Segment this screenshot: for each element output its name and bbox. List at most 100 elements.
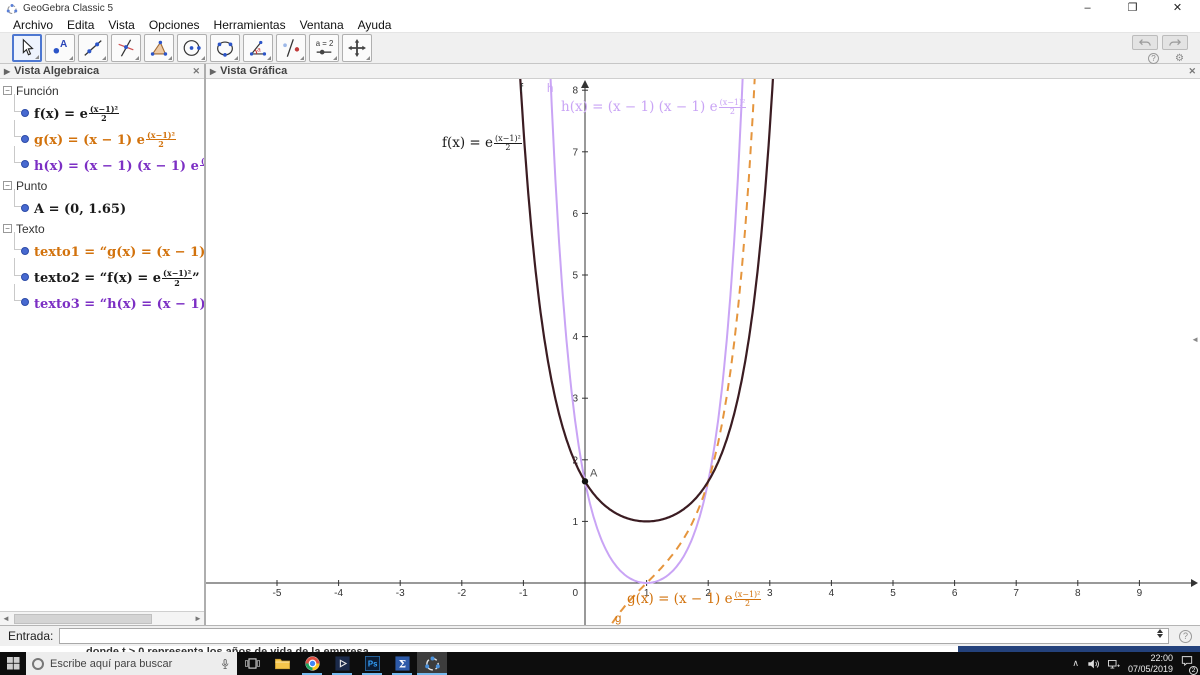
main-content: ▶ Vista Algebraica ✕ − Función f(x) = e (x−… [0, 64, 1200, 625]
microphone-icon[interactable] [219, 658, 231, 670]
graph-scroll-handle[interactable]: ◄ [1191, 335, 1199, 344]
tool-button-conic[interactable] [210, 34, 240, 62]
tool-button-move-view[interactable] [342, 34, 372, 62]
tool-dropdown-arrow[interactable] [168, 56, 172, 60]
algebra-item-f[interactable]: f(x) = e (x−1)² 2 [0, 94, 204, 126]
visibility-bullet[interactable] [21, 298, 29, 307]
visibility-bullet[interactable] [21, 160, 29, 169]
x-tick-label: 6 [952, 588, 958, 599]
scroll-thumb[interactable] [14, 613, 152, 624]
taskbar-search[interactable]: Escribe aquí para buscar [26, 652, 237, 675]
input-bar: Entrada: ? [0, 625, 1200, 646]
algebra-item-texto3[interactable]: texto3 = “h(x) = (x − 1) (x − 1 [0, 283, 204, 315]
tool-dropdown-arrow[interactable] [201, 56, 205, 60]
close-button[interactable]: ✕ [1172, 2, 1183, 14]
scroll-left-icon[interactable]: ◄ [2, 614, 10, 623]
y-axis-arrow [581, 80, 589, 88]
menu-item-ayuda[interactable]: Ayuda [357, 17, 392, 32]
tool-dropdown-arrow[interactable] [366, 56, 370, 60]
undo-button[interactable] [1132, 35, 1158, 50]
algebra-item-texto2[interactable]: texto2 = “f(x) = e (x−1)² 2” [0, 258, 204, 290]
visibility-bullet[interactable] [21, 203, 29, 212]
taskbar-app-movies-tv[interactable] [327, 652, 357, 675]
tool-dropdown-arrow[interactable] [234, 56, 238, 60]
tray-chevron-icon[interactable]: ∧ [1072, 658, 1079, 668]
minimize-button[interactable]: – [1084, 2, 1091, 14]
algebra-close-icon[interactable]: ✕ [192, 65, 200, 76]
tool-button-circle[interactable] [177, 34, 207, 62]
algebra-tree: − Función f(x) = e (x−1)² 2 g(x) = (x − 1) e(… [0, 79, 204, 611]
tool-button-line[interactable] [78, 34, 108, 62]
start-button[interactable] [0, 652, 26, 675]
tool-dropdown-arrow[interactable] [102, 56, 106, 60]
menu-item-ventana[interactable]: Ventana [299, 17, 344, 32]
tool-button-slider[interactable]: a = 2 [309, 34, 339, 62]
collapse-icon[interactable]: − [3, 181, 12, 191]
y-tick-label: 3 [572, 394, 578, 405]
tool-button-point[interactable]: A [45, 34, 75, 62]
algebra-item-A[interactable]: A = (0, 1.65) [0, 189, 204, 220]
tool-dropdown-arrow[interactable] [35, 55, 39, 59]
panel-arrow-icon[interactable]: ▶ [210, 66, 217, 76]
algebra-hscrollbar[interactable]: ◄ ► [0, 611, 204, 625]
network-icon[interactable] [1107, 657, 1121, 671]
panel-arrow-icon[interactable]: ▶ [4, 66, 11, 76]
x-tick-label: 7 [1013, 588, 1019, 599]
menu-item-archivo[interactable]: Archivo [13, 17, 54, 32]
visibility-bullet[interactable] [21, 108, 29, 117]
help-icon[interactable]: ? [1148, 53, 1160, 64]
redo-button[interactable] [1162, 35, 1188, 50]
collapse-icon[interactable]: − [3, 224, 12, 234]
perpendicular-icon [118, 39, 134, 57]
origin-label: 0 [572, 588, 578, 599]
fraction-denominator: 2 [158, 139, 164, 150]
menu-item-vista[interactable]: Vista [108, 17, 135, 32]
tool-button-perpendicular[interactable] [111, 34, 141, 62]
tool-button-polygon[interactable] [144, 34, 174, 62]
menu-item-herramientas[interactable]: Herramientas [213, 17, 286, 32]
algebra-view-panel: ▶ Vista Algebraica ✕ − Función f(x) = e (x−… [0, 64, 206, 625]
taskbar-app-chrome[interactable] [297, 652, 327, 675]
maximize-button[interactable]: ❐ [1127, 2, 1138, 14]
taskbar-app-task-view[interactable] [237, 652, 267, 675]
graphics-canvas[interactable]: -5 -4 -3 -2 -1 1 2 3 4 5 6 7 8 9 1 2 3 4 5 6 7 8 0 f h g A f(x) = … [206, 79, 1200, 625]
y-tick-label: 6 [572, 209, 578, 220]
tool-button-reflect[interactable] [276, 34, 306, 62]
taskbar-app-sigma[interactable]: Σ [387, 652, 417, 675]
speaker-icon[interactable] [1086, 657, 1100, 671]
tool-dropdown-arrow[interactable] [333, 56, 337, 60]
action-center-icon[interactable]: 2 [1180, 654, 1198, 675]
taskbar-app-photoshop[interactable]: Ps [357, 652, 387, 675]
algebra-item-h[interactable]: h(x) = (x − 1) (x − 1) e(x−1)²2 [0, 145, 204, 178]
tool-dropdown-arrow[interactable] [69, 56, 73, 60]
graphics-close-icon[interactable]: ✕ [1188, 65, 1196, 76]
visibility-bullet[interactable] [21, 273, 29, 282]
algebra-item-texto1[interactable]: texto1 = “g(x) = (x − 1) e(x−1)²2” [0, 232, 204, 264]
visibility-bullet[interactable] [21, 247, 29, 256]
angle-icon: a [249, 40, 267, 56]
settings-gear-icon[interactable]: ⚙ [1175, 52, 1184, 64]
input-help-icon[interactable]: ? [1179, 629, 1192, 643]
tool-dropdown-arrow[interactable] [300, 56, 304, 60]
entrada-input[interactable] [59, 628, 1169, 644]
algebra-section-punto: − Punto [0, 177, 204, 195]
tool-button-angle[interactable]: a [243, 34, 273, 62]
algebra-item-formula: texto1 = “g(x) = (x − 1) e(x−1)²2” [34, 245, 204, 260]
tool-button-move[interactable] [12, 34, 42, 62]
tool-dropdown-arrow[interactable] [135, 56, 139, 60]
collapse-icon[interactable]: − [3, 86, 12, 95]
menu-item-opciones[interactable]: Opciones [148, 17, 200, 32]
scroll-right-icon[interactable]: ► [194, 614, 202, 623]
graphics-view-header: ▶ Vista Gráfica ✕ [206, 64, 1200, 79]
tool-dropdown-arrow[interactable] [267, 56, 271, 60]
taskbar-app-geogebra[interactable] [417, 652, 447, 675]
menu-item-edita[interactable]: Edita [67, 17, 95, 32]
visibility-bullet[interactable] [21, 134, 29, 143]
taskbar-app-file-explorer[interactable] [267, 652, 297, 675]
formula-text: ” [192, 271, 200, 287]
fraction-numerator: (x−1)² [199, 156, 204, 166]
algebra-item-g[interactable]: g(x) = (x − 1) e (x−1)² 2 [0, 119, 204, 152]
taskbar-clock[interactable]: 22:00 07/05/2019 [1128, 653, 1173, 675]
